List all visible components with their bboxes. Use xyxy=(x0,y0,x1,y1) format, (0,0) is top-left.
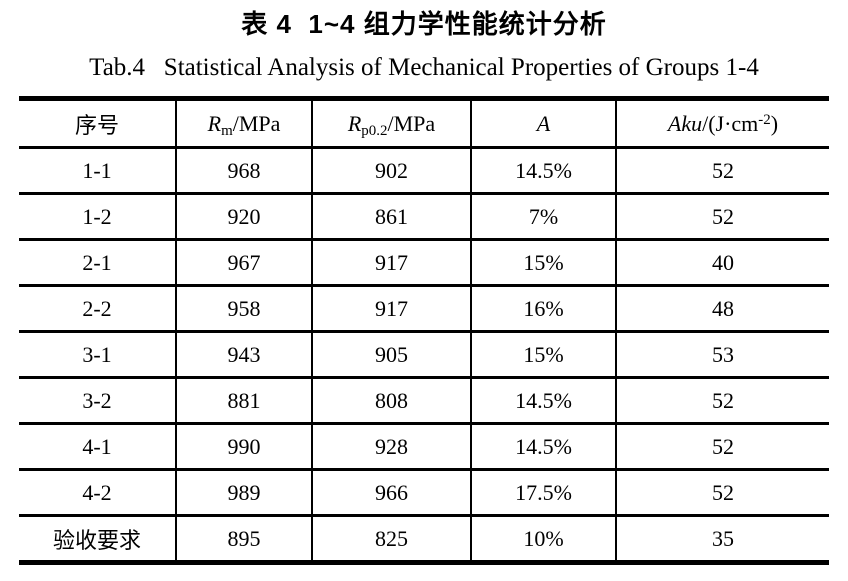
header-text-segment: ) xyxy=(770,110,779,136)
table-row-验收要求: 验收要求 895 825 10% 35 xyxy=(19,515,829,564)
header-text-segment: /MPa xyxy=(232,110,281,136)
table-row-4-1: 4-1 990 928 14.5% 52 xyxy=(19,423,829,471)
table-body: 1-1 968 902 14.5% 52 1-2 920 861 7% 52 2-1 967 917 15… xyxy=(19,147,829,564)
table-cell-a: 14.5% xyxy=(471,423,617,471)
table-cell-a: 16% xyxy=(471,285,617,333)
table-cell-rm-mpa: 895 xyxy=(176,515,313,564)
table-cell-aku: 40 xyxy=(616,239,829,287)
header-text-segment: 序号 xyxy=(74,112,119,138)
table-row-1-1: 1-1 968 902 14.5% 52 xyxy=(19,147,829,195)
table-cell-aku: 52 xyxy=(616,423,829,471)
table-cell-aku: 48 xyxy=(616,285,829,333)
table-cell-xuhao: 1-1 xyxy=(19,147,177,195)
header-text-segment: /MPa xyxy=(387,110,436,136)
table-row-3-2: 3-2 881 808 14.5% 52 xyxy=(19,377,829,425)
table-row-2-1: 2-1 967 917 15% 40 xyxy=(19,239,829,287)
table-row-1-2: 1-2 920 861 7% 52 xyxy=(19,193,829,241)
table-cell-aku: 52 xyxy=(616,469,829,517)
table-caption-chinese: 表 4 1~4 组力学性能统计分析 xyxy=(241,9,607,39)
table-row-2-2: 2-2 958 917 16% 48 xyxy=(19,285,829,333)
table-cell-a: 14.5% xyxy=(471,377,617,425)
table-header-row: 序号 Rm/MPa Rp0.2/MPa A Aku/(J·cm-2) xyxy=(19,98,829,149)
table-cell-rp02-mpa: 902 xyxy=(312,147,472,195)
table-cell-aku: 53 xyxy=(616,331,829,379)
table-caption-english: Tab.4 Statistical Analysis of Mechanical… xyxy=(89,54,759,81)
table-cell-rm-mpa: 943 xyxy=(176,331,313,379)
table-cell-xuhao: 4-1 xyxy=(19,423,177,471)
document-page: 表 4 1~4 组力学性能统计分析 Tab.4 Statistical Anal… xyxy=(19,9,829,565)
header-text-segment: -2 xyxy=(758,111,771,128)
header-text-segment: /(J·cm xyxy=(702,110,759,136)
header-text-segment: p0.2 xyxy=(361,122,388,139)
table-cell-a: 10% xyxy=(471,515,617,564)
table-cell-aku: 52 xyxy=(616,193,829,241)
table-cell-rp02-mpa: 905 xyxy=(312,331,472,379)
table-cell-rm-mpa: 990 xyxy=(176,423,313,471)
header-text-segment: m xyxy=(221,122,233,139)
header-text-segment: Aku xyxy=(667,110,703,136)
table-cell-aku: 52 xyxy=(616,377,829,425)
table-row-3-1: 3-1 943 905 15% 53 xyxy=(19,331,829,379)
table-cell-rp02-mpa: 917 xyxy=(312,239,472,287)
table-cell-a: 17.5% xyxy=(471,469,617,517)
column-header-rp02-mpa: Rp0.2/MPa xyxy=(312,98,472,149)
table-head: 序号 Rm/MPa Rp0.2/MPa A Aku/(J·cm-2) xyxy=(19,98,829,149)
table-cell-rp02-mpa: 917 xyxy=(312,285,472,333)
table-cell-rm-mpa: 968 xyxy=(176,147,313,195)
table-cell-rp02-mpa: 861 xyxy=(312,193,472,241)
table-cell-xuhao: 3-1 xyxy=(19,331,177,379)
header-text-segment: R xyxy=(207,110,222,136)
table-cell-xuhao: 2-2 xyxy=(19,285,177,333)
column-header-xuhao: 序号 xyxy=(19,98,177,149)
table-cell-xuhao: 1-2 xyxy=(19,193,177,241)
column-header-a: A xyxy=(471,98,617,149)
table-cell-xuhao: 验收要求 xyxy=(19,515,177,564)
table-cell-rp02-mpa: 928 xyxy=(312,423,472,471)
table-cell-xuhao: 2-1 xyxy=(19,239,177,287)
table-cell-xuhao: 4-2 xyxy=(19,469,177,517)
table-cell-xuhao: 3-2 xyxy=(19,377,177,425)
table-cell-rp02-mpa: 966 xyxy=(312,469,472,517)
table-cell-a: 15% xyxy=(471,239,617,287)
table-cell-rm-mpa: 958 xyxy=(176,285,313,333)
table-cell-rp02-mpa: 825 xyxy=(312,515,472,564)
header-text-segment: A xyxy=(536,110,551,136)
header-text-segment: R xyxy=(347,110,362,136)
table-cell-a: 14.5% xyxy=(471,147,617,195)
column-header-rm-mpa: Rm/MPa xyxy=(176,98,313,149)
table-cell-a: 7% xyxy=(471,193,617,241)
table-cell-a: 15% xyxy=(471,331,617,379)
table-cell-aku: 35 xyxy=(616,515,829,564)
table-cell-rm-mpa: 920 xyxy=(176,193,313,241)
column-header-aku: Aku/(J·cm-2) xyxy=(616,98,829,149)
table-cell-rm-mpa: 989 xyxy=(176,469,313,517)
table-cell-rp02-mpa: 808 xyxy=(312,377,472,425)
table-row-4-2: 4-2 989 966 17.5% 52 xyxy=(19,469,829,517)
mechanical-properties-table: 序号 Rm/MPa Rp0.2/MPa A Aku/(J·cm-2) 1-1 968 902… xyxy=(19,96,829,565)
table-cell-rm-mpa: 967 xyxy=(176,239,313,287)
table-cell-aku: 52 xyxy=(616,147,829,195)
table-cell-rm-mpa: 881 xyxy=(176,377,313,425)
